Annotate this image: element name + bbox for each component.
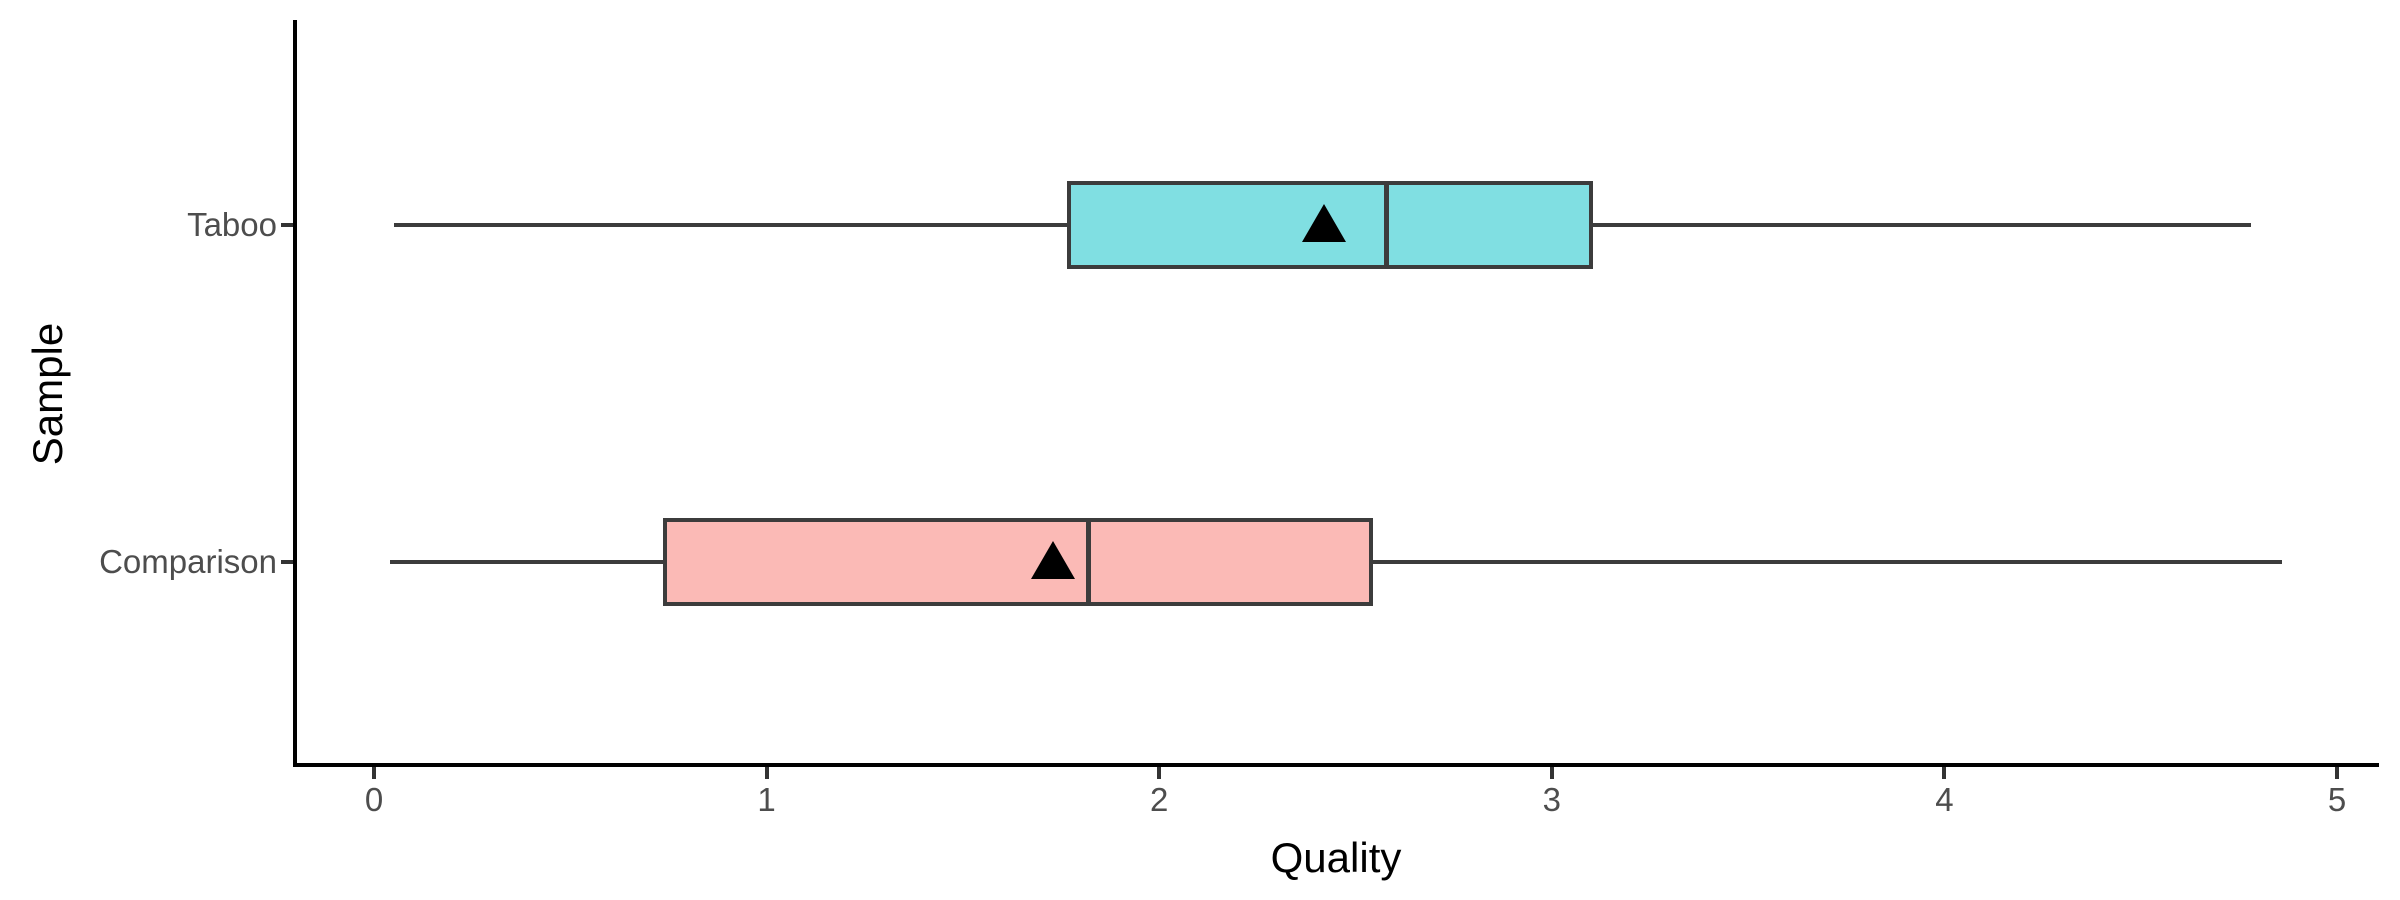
x-tick-label: 1	[757, 781, 776, 818]
x-tick-label: 4	[1935, 781, 1954, 818]
y-axis-line	[293, 20, 297, 767]
whisker-upper	[1591, 223, 2251, 227]
x-tick	[2335, 767, 2339, 779]
y-tick-label: Taboo	[187, 206, 277, 243]
box	[662, 518, 1374, 606]
mean-marker	[1031, 541, 1076, 579]
x-tick-label: 2	[1150, 781, 1169, 818]
whisker-lower	[389, 560, 665, 564]
x-tick-label: 3	[1542, 781, 1561, 818]
x-tick-label: 0	[364, 781, 384, 818]
mean-marker	[1302, 204, 1347, 242]
y-axis-title: Sample	[24, 322, 71, 466]
y-tick	[281, 560, 293, 564]
x-tick-label: 5	[2327, 781, 2347, 818]
x-axis-title: Quality	[1270, 834, 1402, 881]
x-tick	[372, 767, 376, 779]
y-tick-label: Comparison	[99, 543, 277, 580]
median-line	[1086, 520, 1092, 604]
x-tick	[1942, 767, 1947, 779]
x-tick	[764, 767, 769, 779]
x-tick	[1157, 767, 1162, 779]
x-axis-line	[293, 763, 2379, 767]
x-tick	[1549, 767, 1554, 779]
y-tick	[281, 223, 293, 227]
whisker-upper	[1371, 560, 2283, 564]
whisker-lower	[393, 223, 1069, 227]
median-line	[1384, 183, 1390, 267]
